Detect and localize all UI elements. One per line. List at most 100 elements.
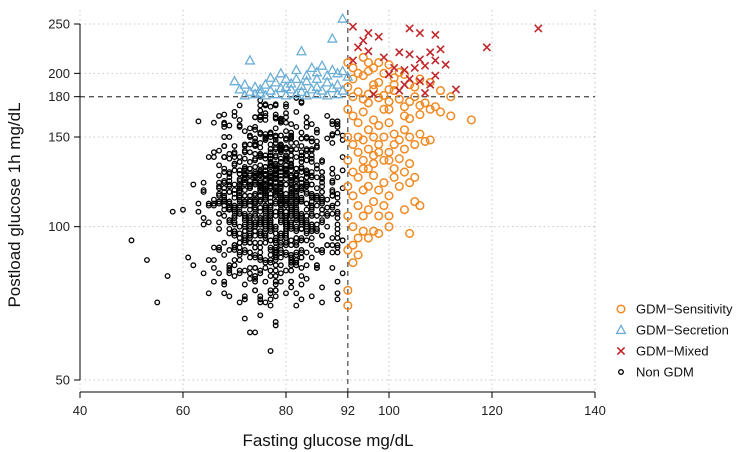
data-point xyxy=(337,84,349,95)
x-tick-label: 92 xyxy=(341,403,355,418)
data-point xyxy=(394,94,404,104)
data-point xyxy=(410,63,419,73)
data-point xyxy=(348,74,358,84)
data-point xyxy=(241,155,248,162)
data-point xyxy=(277,200,284,207)
data-point xyxy=(195,118,202,125)
data-point xyxy=(298,187,305,194)
data-point xyxy=(334,221,341,228)
data-point xyxy=(267,296,274,303)
data-point xyxy=(216,225,222,232)
data-point xyxy=(379,201,389,211)
data-point xyxy=(313,212,320,219)
data-point xyxy=(306,61,318,72)
data-point xyxy=(288,257,295,263)
data-point xyxy=(329,202,336,209)
data-point xyxy=(262,196,269,203)
data-point xyxy=(239,78,251,89)
data-point xyxy=(200,215,207,221)
legend-marker xyxy=(616,304,626,314)
data-point xyxy=(283,249,289,256)
data-point xyxy=(288,259,295,266)
data-point xyxy=(226,174,233,181)
data-point xyxy=(348,92,358,102)
data-point xyxy=(216,270,222,277)
data-point xyxy=(334,278,341,285)
data-point xyxy=(324,223,331,230)
data-point xyxy=(252,192,259,199)
data-point xyxy=(399,167,410,177)
data-point xyxy=(446,92,456,102)
data-point xyxy=(241,192,248,199)
data-point xyxy=(221,111,228,118)
y-tick-label: 200 xyxy=(48,66,70,81)
data-point xyxy=(353,172,363,182)
y-tick-label: 250 xyxy=(48,17,70,32)
data-point xyxy=(221,169,228,176)
data-point xyxy=(431,56,440,65)
data-point xyxy=(410,92,420,102)
data-point xyxy=(399,205,410,215)
data-point xyxy=(272,252,279,258)
data-point xyxy=(389,139,399,150)
data-point xyxy=(293,235,300,241)
data-point xyxy=(303,114,310,121)
data-point xyxy=(283,198,289,205)
data-point xyxy=(319,158,325,165)
data-point xyxy=(319,217,325,224)
data-point xyxy=(231,181,238,188)
data-point xyxy=(226,219,233,226)
data-point xyxy=(262,239,269,246)
data-point xyxy=(400,80,409,89)
data-point xyxy=(290,64,302,75)
legend-marker xyxy=(618,369,624,375)
data-point xyxy=(283,128,289,135)
data-point xyxy=(313,225,320,232)
data-point xyxy=(290,88,302,99)
data-point xyxy=(272,273,279,279)
data-point xyxy=(231,206,238,213)
data-point xyxy=(343,82,353,92)
data-point xyxy=(164,273,171,279)
data-point xyxy=(298,296,305,303)
data-point xyxy=(415,100,425,110)
data-point xyxy=(267,183,274,190)
data-point xyxy=(363,144,373,154)
data-point xyxy=(277,254,284,261)
data-point xyxy=(267,208,274,215)
data-point xyxy=(252,138,259,145)
data-point xyxy=(358,52,368,62)
data-point xyxy=(246,270,253,277)
legend-marker xyxy=(615,324,627,335)
data-point xyxy=(283,225,289,232)
data-point xyxy=(358,71,368,81)
data-point xyxy=(389,86,399,96)
data-point xyxy=(216,247,222,253)
data-point xyxy=(435,86,446,96)
data-point xyxy=(308,146,315,153)
data-point xyxy=(319,198,325,205)
data-point xyxy=(185,254,192,261)
data-point xyxy=(313,174,320,181)
data-point xyxy=(272,319,279,325)
data-point xyxy=(466,115,476,125)
data-point xyxy=(221,290,228,297)
data-point xyxy=(298,249,305,256)
data-point xyxy=(252,212,259,219)
data-point xyxy=(308,221,315,228)
data-point xyxy=(221,252,228,258)
data-point xyxy=(267,152,274,159)
data-point xyxy=(342,70,354,81)
data-point xyxy=(236,239,243,246)
data-point xyxy=(384,191,394,201)
data-point xyxy=(236,235,243,241)
data-point xyxy=(303,230,310,237)
data-point xyxy=(216,198,222,205)
data-point xyxy=(226,264,233,271)
data-point xyxy=(262,177,269,184)
data-point xyxy=(252,264,259,271)
data-point xyxy=(384,118,394,128)
data-point xyxy=(343,155,353,165)
data-point xyxy=(319,206,325,213)
data-point xyxy=(482,43,492,52)
